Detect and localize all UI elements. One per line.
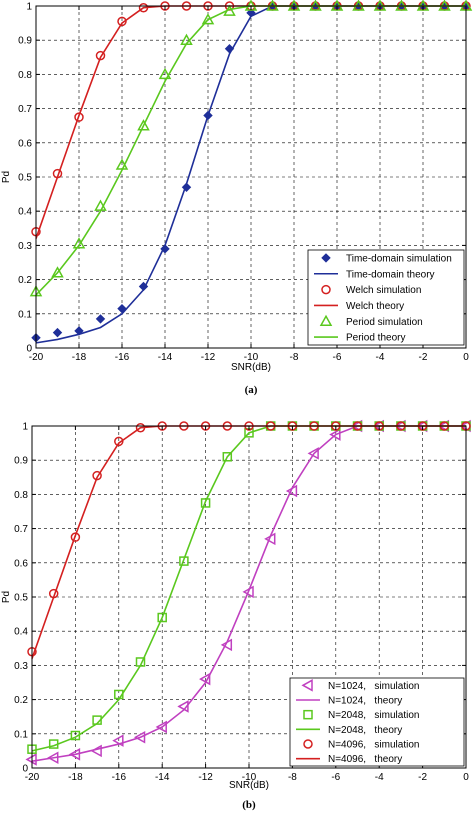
y-tick-label: 0.8: [14, 490, 28, 501]
y-tick-label: 0.9: [14, 456, 28, 467]
y-tick-label: 0.9: [18, 36, 32, 47]
x-tick-label: -18: [68, 772, 83, 783]
y-tick-label: 0.6: [14, 558, 28, 569]
y-tick-label: 0.5: [18, 173, 32, 184]
y-tick-label: 0: [22, 764, 28, 775]
x-tick-label: -10: [242, 772, 257, 783]
data-point: [112, 734, 124, 747]
x-tick-label: -10: [244, 352, 259, 363]
legend: N=1024, simulation N=1024, theory N=2048, …: [289, 677, 465, 767]
y-tick-label: 0.1: [14, 729, 28, 740]
data-point: [133, 730, 146, 744]
data-point: [155, 720, 167, 734]
legend-entry-label: Time-domain simulation: [346, 253, 452, 264]
legend-entry-label: N=4096, theory: [328, 754, 402, 765]
x-tick-label: -16: [112, 772, 127, 783]
legend-box: [289, 677, 465, 767]
legend-entry-label: N=2048, theory: [328, 725, 402, 736]
x-tick-label: -14: [155, 772, 170, 783]
legend-marker-swatch: [301, 679, 313, 692]
data-point: [179, 556, 189, 566]
x-tick-label: -12: [201, 352, 216, 363]
x-tick-label: 0: [463, 352, 469, 363]
legend-entry-label: Welch theory: [346, 301, 404, 312]
y-tick-label: 0.7: [18, 104, 32, 115]
legend-entry-label: Time-domain theory: [346, 269, 435, 280]
data-point: [68, 748, 81, 761]
data-point: [90, 744, 102, 758]
y-tick-label: 0.7: [14, 524, 28, 535]
legend-marker-swatch: [321, 284, 331, 295]
legend: Time-domain simulation Time-domain theory…: [307, 249, 465, 346]
data-point: [52, 327, 63, 338]
x-tick-label: -4: [376, 352, 385, 363]
x-tick-label: -18: [72, 352, 87, 363]
data-point: [72, 237, 86, 249]
legend-entry-label: Period simulation: [346, 317, 423, 328]
y-axis-label: Pd: [1, 171, 12, 183]
y-tick-label: 0.2: [18, 275, 32, 286]
data-point: [114, 436, 124, 447]
data-point: [157, 612, 167, 623]
y-tick-label: 0.4: [18, 207, 32, 218]
data-point: [137, 119, 150, 131]
data-point: [51, 266, 64, 278]
x-tick-label: 0: [463, 772, 469, 783]
legend-marker-swatch: [303, 709, 313, 720]
data-point: [199, 672, 211, 686]
y-axis-label: Pd: [1, 591, 12, 603]
data-point: [329, 428, 341, 441]
x-tick-label: -6: [331, 772, 340, 783]
x-tick-label: -16: [115, 352, 130, 363]
y-tick-label: 0.1: [18, 309, 32, 320]
legend-entry-label: Welch simulation: [346, 285, 421, 296]
legend-entry-label: N=4096, simulation: [328, 740, 419, 751]
x-tick-label: -14: [158, 352, 173, 363]
x-tick-label: -4: [375, 772, 384, 783]
data-point: [95, 314, 106, 324]
y-tick-label: 0.5: [14, 593, 28, 604]
y-tick-label: 0.6: [18, 138, 32, 149]
panel-label: (a): [245, 384, 258, 396]
data-point: [307, 447, 319, 460]
legend-entry-label: N=1024, simulation: [328, 681, 419, 692]
x-tick-label: -12: [198, 772, 213, 783]
data-point: [177, 700, 189, 713]
x-tick-label: -8: [288, 772, 297, 783]
x-tick-label: -2: [418, 772, 427, 783]
x-tick-label: -20: [25, 772, 40, 783]
panel-label: (b): [242, 799, 256, 811]
x-tick-label: -6: [333, 352, 342, 363]
x-axis-label: SNR(dB): [231, 362, 271, 373]
y-tick-label: 1: [22, 422, 28, 433]
legend-entry-label: N=1024, theory: [328, 696, 402, 707]
data-point: [117, 16, 127, 27]
x-tick-label: -20: [29, 352, 44, 363]
y-tick-label: 0.4: [14, 627, 28, 638]
data-point: [92, 470, 102, 481]
data-point: [222, 452, 233, 462]
chart-panel-a: -20 -18 -16 -14 -12 -10 -8 -6 -4 -2 000.10.20.30.4…: [1, 0, 473, 396]
y-tick-label: 0.3: [14, 661, 28, 672]
chart-panel-b: -20 -18 -16 -14 -12 -10 -8 -6 -4 -2 000.10.20.30.4…: [1, 419, 471, 811]
data-point: [158, 67, 172, 80]
y-tick-label: 0.2: [14, 695, 28, 706]
y-tick-label: 0.8: [18, 70, 32, 81]
y-tick-label: 0: [26, 344, 32, 355]
legend-box: [307, 249, 465, 346]
y-tick-label: 1: [26, 2, 32, 13]
data-point: [70, 532, 81, 542]
legend-entry-label: Period theory: [346, 333, 405, 344]
legend-marker-swatch: [303, 739, 313, 749]
legend-marker-swatch: [321, 253, 331, 263]
x-tick-label: -8: [290, 352, 299, 363]
x-tick-label: -2: [419, 352, 428, 363]
x-axis-label: SNR(dB): [229, 780, 269, 791]
legend-entry-label: N=2048, simulation: [328, 710, 419, 721]
legend-marker-swatch: [319, 314, 333, 326]
y-tick-label: 0.3: [18, 241, 32, 252]
data-point: [200, 498, 211, 508]
